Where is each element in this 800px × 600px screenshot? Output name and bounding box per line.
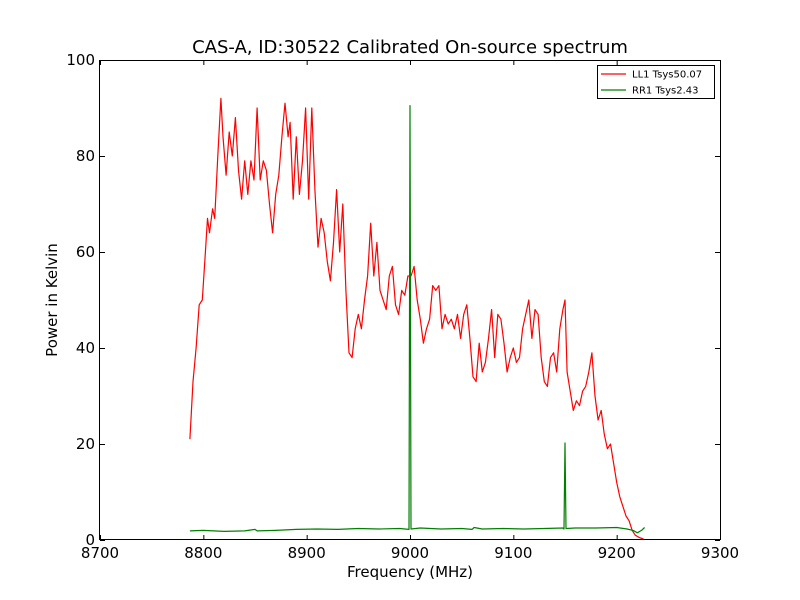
legend-box bbox=[597, 65, 715, 99]
series-line-2 bbox=[189, 105, 646, 534]
series-line-1 bbox=[189, 97, 644, 540]
x-tick-label: 9000 bbox=[391, 544, 429, 562]
x-tick-label: 9200 bbox=[598, 544, 636, 562]
y-tick-label: 0 bbox=[85, 531, 95, 549]
x-tick-label: 9100 bbox=[494, 544, 532, 562]
x-axis-label: Frequency (MHz) bbox=[347, 563, 473, 581]
x-tick-label: 8700 bbox=[81, 544, 119, 562]
x-tick-label: 8800 bbox=[184, 544, 222, 562]
y-tick-label: 60 bbox=[76, 243, 95, 261]
y-tick-label: 40 bbox=[76, 339, 95, 357]
x-tick-label: 8900 bbox=[288, 544, 326, 562]
legend: LL1 Tsys50.07 RR1 Tsys2.43 bbox=[597, 65, 715, 99]
x-tick-label: 9300 bbox=[701, 544, 739, 562]
chart-title: CAS-A, ID:30522 Calibrated On-source spe… bbox=[192, 37, 628, 58]
y-axis-label: Power in Kelvin bbox=[43, 243, 61, 357]
series-layer bbox=[189, 97, 646, 540]
ticks-layer: 8700 8800 8900 9000 9100 9200 9300 0 20 40 60 80 100 bbox=[66, 51, 739, 562]
legend-label-1: LL1 Tsys50.07 bbox=[632, 70, 702, 81]
legend-label-2: RR1 Tsys2.43 bbox=[632, 86, 699, 97]
y-tick-label: 20 bbox=[76, 435, 95, 453]
y-tick-label: 80 bbox=[76, 147, 95, 165]
y-tick-label: 100 bbox=[66, 51, 95, 69]
